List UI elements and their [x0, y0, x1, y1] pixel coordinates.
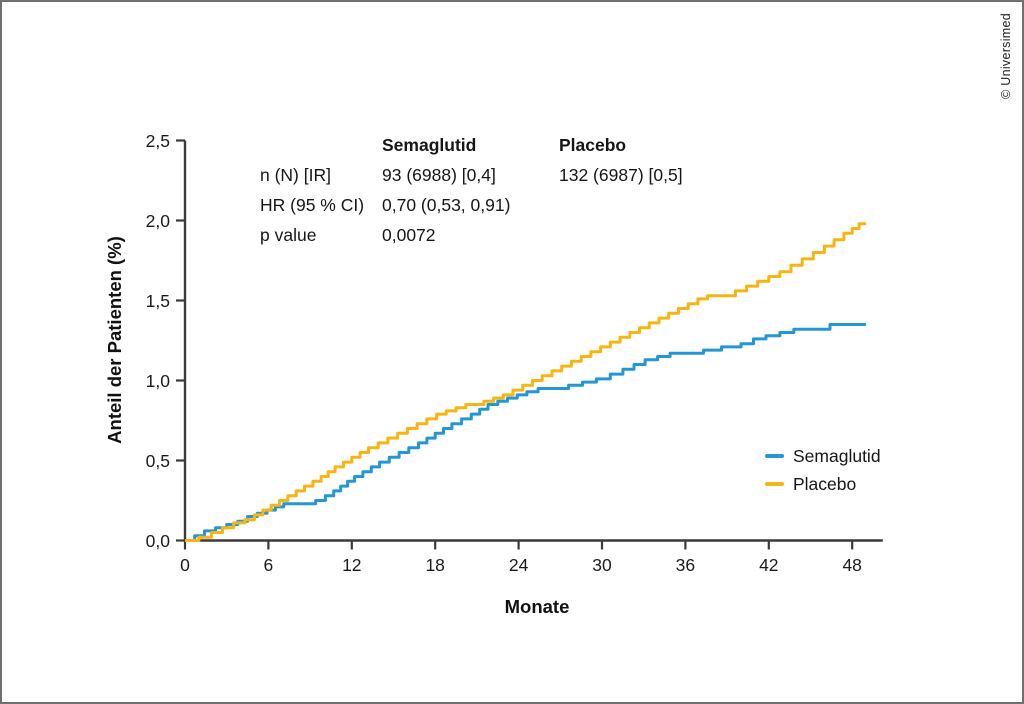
x-tick-label: 12: [342, 554, 362, 575]
y-tick-label: 2,5: [145, 130, 170, 151]
x-tick-label: 18: [425, 554, 445, 575]
copyright-credit: © Universimed: [999, 12, 1013, 100]
legend-label-semaglutid: Semaglutid: [793, 445, 881, 466]
series-line-placebo: [185, 222, 867, 542]
y-tick-label: 1,0: [145, 370, 170, 391]
x-tick-label: 42: [759, 554, 779, 575]
x-tick-label: 30: [592, 554, 612, 575]
semaglutid-line-swatch-icon: [765, 454, 784, 458]
chart-legend: Semaglutid Placebo: [765, 442, 881, 498]
x-tick-label: 24: [508, 554, 529, 575]
x-tick-label: 6: [263, 554, 274, 575]
y-tick-label: 0,5: [145, 450, 170, 471]
stats-header-semaglutid: Semaglutid: [382, 135, 477, 155]
y-tick-label: 0,0: [145, 530, 170, 551]
legend-label-placebo: Placebo: [793, 473, 857, 494]
stats-value-n-semaglutid: 93 (6988) [0,4]: [382, 165, 496, 185]
stats-header-placebo: Placebo: [559, 135, 627, 155]
series-line-semaglutid: [185, 323, 867, 542]
y-axis-title: Anteil der Patienten (%): [104, 236, 125, 444]
x-tick-label: 48: [842, 554, 862, 575]
stats-value-n-placebo: 132 (6987) [0,5]: [559, 165, 683, 185]
stats-value-hr: 0,70 (0,53, 0,91): [382, 195, 511, 215]
placebo-line-swatch-icon: [765, 482, 784, 486]
stats-value-pvalue: 0,0072: [382, 225, 436, 245]
stats-row-label-hr: HR (95 % CI): [260, 195, 365, 215]
x-axis-title: Monate: [504, 596, 570, 617]
stats-row-label-pvalue: p value: [260, 225, 317, 245]
y-tick-label: 2,0: [145, 210, 170, 231]
x-tick-label: 0: [180, 554, 190, 575]
legend-item-semaglutid: Semaglutid: [765, 442, 881, 470]
stats-row-label-n-ir: n (N) [IR]: [260, 165, 331, 185]
legend-item-placebo: Placebo: [765, 470, 881, 498]
x-tick-label: 36: [675, 554, 696, 575]
y-tick-label: 1,5: [145, 290, 170, 311]
